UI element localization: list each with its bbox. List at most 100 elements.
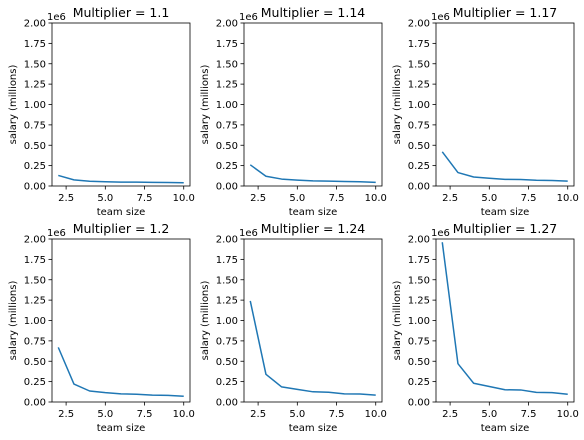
x-tick-label: 2.5 — [58, 409, 74, 420]
y-tick-label: 0.25 — [216, 161, 238, 172]
x-axis-label: team size — [481, 423, 530, 434]
series-line — [57, 347, 184, 398]
y-axis-label: salary (millions) — [8, 281, 19, 361]
y-tick-label: 1.50 — [408, 59, 430, 70]
y-tick-label: 1.75 — [408, 255, 430, 266]
subplot-4: 0.00 0.25 0.50 0.75 1.00 1.25 1.50 1.75 2.00 2.5 5… — [8, 221, 195, 434]
y-tick-label: 0.50 — [216, 357, 238, 368]
x-tick-label: 10.0 — [557, 193, 579, 204]
y-tick-label: 1.25 — [24, 80, 46, 91]
x-tick-label: 10.0 — [365, 409, 387, 420]
series-line — [441, 151, 568, 182]
y-tick-label: 1.25 — [216, 296, 238, 307]
y-tick-label: 1.25 — [24, 296, 46, 307]
y-tick-label: 1.75 — [216, 39, 238, 50]
y-offset-text: 1e6 — [431, 12, 450, 23]
y-tick-label: 2.00 — [24, 235, 46, 246]
series-line — [249, 164, 376, 184]
axes-frame — [435, 238, 575, 403]
x-axis-label: team size — [97, 423, 146, 434]
subplot-3: 0.00 0.25 0.50 0.75 1.00 1.25 1.50 1.75 2.00 2.5 5… — [392, 5, 579, 218]
subplot-title: Multiplier = 1.2 — [73, 221, 170, 236]
y-offset-text: 1e6 — [47, 228, 66, 239]
x-tick-label: 7.5 — [521, 193, 537, 204]
x-tick-label: 5.0 — [481, 193, 497, 204]
y-tick-label: 1.00 — [24, 100, 46, 111]
subplot-title: Multiplier = 1.14 — [261, 5, 366, 20]
x-tick-label: 5.0 — [481, 409, 497, 420]
y-tick-label: 0.00 — [24, 398, 46, 409]
y-tick-label: 1.50 — [216, 59, 238, 70]
x-tick-label: 2.5 — [442, 409, 458, 420]
y-axis-label: salary (millions) — [200, 281, 211, 361]
y-tick-label: 0.75 — [24, 336, 46, 347]
subplot-title: Multiplier = 1.27 — [453, 221, 558, 236]
axes-frame — [243, 238, 383, 403]
x-tick-label: 10.0 — [557, 409, 579, 420]
x-axis-label: team size — [97, 207, 146, 218]
y-axis-label: salary (millions) — [8, 65, 19, 145]
y-tick-label: 1.50 — [408, 275, 430, 286]
subplot-title: Multiplier = 1.17 — [453, 5, 558, 20]
y-tick-label: 1.75 — [216, 255, 238, 266]
x-tick-label: 7.5 — [329, 193, 345, 204]
y-offset-text: 1e6 — [431, 228, 450, 239]
series-line — [58, 174, 184, 184]
y-tick-label: 0.75 — [24, 120, 46, 131]
x-tick-label: 2.5 — [442, 193, 458, 204]
y-offset-text: 1e6 — [239, 12, 258, 23]
y-tick-label: 1.50 — [24, 59, 46, 70]
y-tick-label: 0.25 — [24, 161, 46, 172]
y-tick-label: 0.00 — [216, 398, 238, 409]
y-tick-label: 2.00 — [216, 235, 238, 246]
x-tick-label: 7.5 — [329, 409, 345, 420]
y-tick-label: 0.75 — [216, 120, 238, 131]
x-axis-label: team size — [481, 207, 530, 218]
y-tick-label: 1.50 — [216, 275, 238, 286]
y-tick-label: 1.00 — [24, 316, 46, 327]
x-tick-label: 7.5 — [137, 193, 153, 204]
series-line — [249, 300, 376, 396]
subplot-5: 0.00 0.25 0.50 0.75 1.00 1.25 1.50 1.75 2.00 2.5 5… — [200, 221, 387, 434]
y-tick-label: 1.75 — [408, 39, 430, 50]
axes-frame — [435, 22, 575, 187]
y-tick-label: 0.50 — [408, 357, 430, 368]
y-tick-label: 1.50 — [24, 275, 46, 286]
y-tick-label: 0.50 — [408, 141, 430, 152]
y-tick-label: 2.00 — [408, 235, 430, 246]
x-tick-label: 7.5 — [137, 409, 153, 420]
x-tick-label: 10.0 — [173, 409, 195, 420]
x-tick-label: 5.0 — [289, 193, 305, 204]
y-tick-label: 0.75 — [216, 336, 238, 347]
axes-frame — [51, 238, 191, 403]
y-tick-label: 1.25 — [408, 296, 430, 307]
y-tick-label: 2.00 — [408, 19, 430, 30]
y-tick-label: 0.00 — [408, 398, 430, 409]
y-tick-label: 1.00 — [216, 100, 238, 111]
y-tick-label: 0.50 — [216, 141, 238, 152]
x-tick-label: 5.0 — [97, 409, 113, 420]
axes-frame — [51, 22, 191, 187]
y-tick-label: 0.50 — [24, 357, 46, 368]
x-axis-label: team size — [289, 207, 338, 218]
subplot-1: 0.00 0.25 0.50 0.75 1.00 1.25 1.50 1.75 2.00 2.5 5… — [8, 5, 195, 218]
y-axis-label: salary (millions) — [200, 65, 211, 145]
y-tick-label: 0.00 — [408, 182, 430, 193]
y-offset-text: 1e6 — [239, 228, 258, 239]
y-tick-label: 1.75 — [24, 255, 46, 266]
x-axis-label: team size — [289, 423, 338, 434]
x-tick-label: 5.0 — [289, 409, 305, 420]
y-tick-label: 0.25 — [216, 377, 238, 388]
y-tick-label: 1.75 — [24, 39, 46, 50]
y-axis-label: salary (millions) — [392, 281, 403, 361]
y-tick-label: 2.00 — [216, 19, 238, 30]
x-tick-label: 10.0 — [173, 193, 195, 204]
y-tick-label: 0.25 — [408, 377, 430, 388]
y-tick-label: 0.00 — [216, 182, 238, 193]
y-tick-label: 1.00 — [408, 316, 430, 327]
series-line — [441, 242, 568, 396]
y-tick-label: 1.25 — [408, 80, 430, 91]
y-tick-label: 1.00 — [216, 316, 238, 327]
y-tick-label: 0.50 — [24, 141, 46, 152]
